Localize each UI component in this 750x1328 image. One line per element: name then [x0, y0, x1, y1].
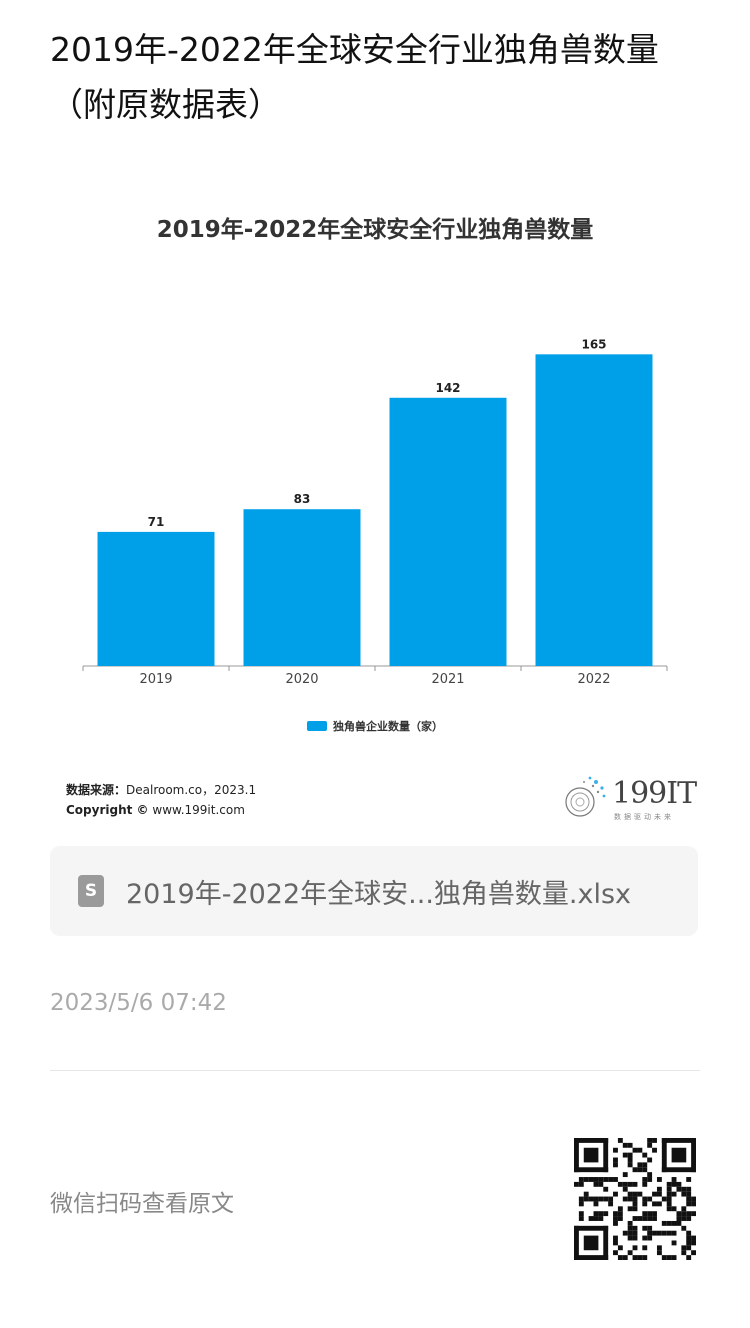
- data-source: 数据来源：Dealroom.co，2023.1 Copyright © www.…: [66, 780, 256, 820]
- data-label-2021: 142: [435, 381, 460, 395]
- chart-legend: 独角兽企业数量（家）: [0, 718, 750, 734]
- spreadsheet-icon: S: [78, 875, 104, 907]
- data-label-2019: 71: [148, 515, 165, 529]
- legend-swatch: [307, 721, 327, 731]
- bar-2019: [97, 531, 215, 666]
- bar-2022: [535, 354, 653, 666]
- x-tick-label-2021: 2021: [431, 672, 464, 687]
- source-text: Dealroom.co，2023.1: [126, 783, 257, 797]
- page-title: 2019年-2022年全球安全行业独角兽数量（附原数据表）: [50, 30, 659, 124]
- bar-2020: [243, 509, 361, 666]
- copyright-label: Copyright ©: [66, 803, 149, 817]
- logo-burst-icon: [565, 776, 606, 817]
- publish-timestamp: 2023/5/6 07:42: [50, 990, 227, 1016]
- attachment-filename: 2019年-2022年全球安...独角兽数量.xlsx: [126, 878, 632, 910]
- logo-text: 199IT: [612, 776, 697, 811]
- qr-code-icon[interactable]: [574, 1138, 696, 1260]
- attachment-card[interactable]: S 2019年-2022年全球安...独角兽数量.xlsx: [50, 846, 698, 936]
- x-tick-label-2020: 2020: [285, 672, 318, 687]
- 199it-logo: 199IT 数据驱动未来: [560, 774, 697, 824]
- source-label: 数据来源：: [66, 783, 127, 797]
- x-tick-label-2022: 2022: [577, 672, 610, 687]
- scan-instruction: 微信扫码查看原文: [50, 1191, 234, 1217]
- bar-2021: [389, 397, 507, 666]
- bar-chart: 71 2019 83 2020 142 2021 165 2022: [82, 337, 668, 687]
- data-label-2020: 83: [294, 492, 311, 506]
- legend-label: 独角兽企业数量（家）: [333, 720, 443, 733]
- logo-subtitle: 数据驱动未来: [614, 813, 674, 821]
- data-label-2022: 165: [581, 337, 606, 351]
- chart-title: 2019年-2022年全球安全行业独角兽数量: [156, 217, 594, 243]
- copyright-text: www.199it.com: [152, 803, 245, 817]
- divider: [50, 1070, 700, 1071]
- x-tick-label-2019: 2019: [139, 672, 172, 687]
